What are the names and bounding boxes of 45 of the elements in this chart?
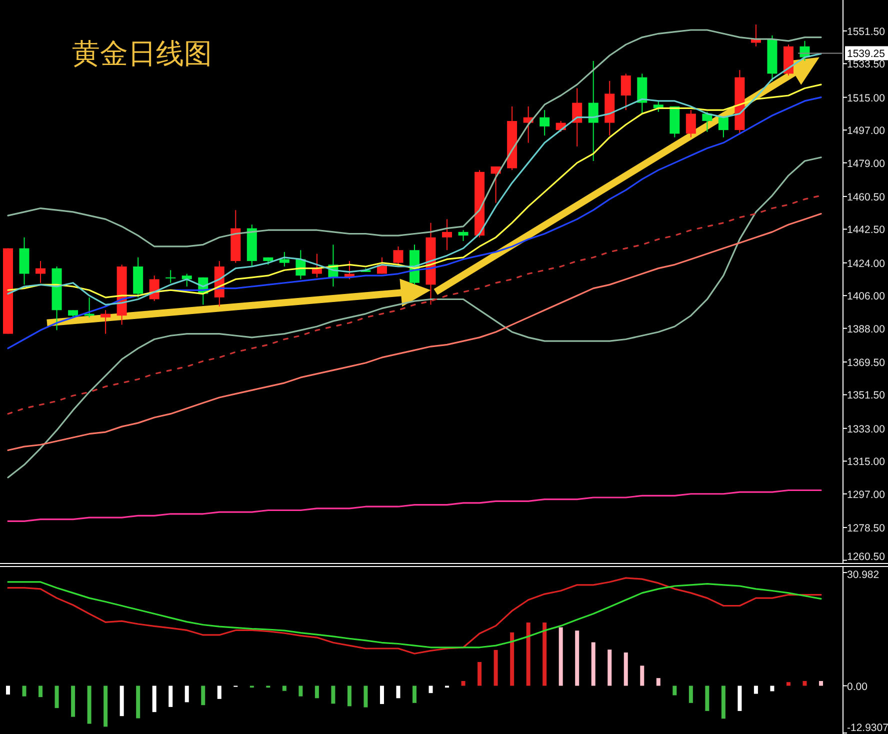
y-tick-label: 1388.00 (847, 323, 886, 336)
candlestick (572, 88, 582, 147)
candlestick (100, 310, 111, 334)
y-tick-label: 1297.00 (847, 488, 886, 501)
line-series (7, 212, 822, 452)
text: 黄金日线图 (72, 38, 212, 69)
y-tick-label: 1551.50 (847, 26, 886, 38)
y-tick-label: 30.982 (847, 569, 880, 581)
line-series (7, 84, 822, 298)
line-series (7, 194, 822, 415)
y-tick-label: 1351.50 (847, 390, 886, 402)
y-tick-label: 1533.50 (847, 58, 886, 71)
candlestick (620, 73, 631, 111)
line-series (7, 96, 822, 350)
line-series (7, 156, 822, 478)
line-series (7, 489, 822, 522)
line-series (7, 29, 822, 248)
y-tick-label: 1333.00 (847, 423, 886, 436)
y-tick-label: -12.9307 (847, 722, 888, 734)
candlestick (36, 260, 46, 284)
candlestick (279, 251, 290, 267)
candlestick (442, 218, 452, 251)
y-tick-label: 1442.50 (847, 224, 886, 236)
candlestick (312, 253, 322, 278)
y-tick-label: 1515.00 (847, 92, 886, 104)
candlestick (182, 273, 192, 287)
y-tick-label: 1406.00 (847, 290, 886, 303)
y-tick-label: 1460.50 (847, 191, 886, 204)
candlestick (393, 246, 404, 267)
y-tick-label: 1315.00 (847, 456, 886, 468)
y-tick-label: 1369.50 (847, 356, 886, 369)
ref-line-label: 1539.25 (847, 48, 886, 60)
candlestick (718, 116, 728, 138)
candlestick (166, 270, 176, 284)
y-tick-label: 1260.50 (847, 551, 886, 563)
y-tick-label: 0.00 (847, 680, 868, 693)
candlestick (702, 111, 712, 132)
y-tick-label: 1424.00 (847, 258, 886, 270)
candlestick (458, 230, 468, 242)
y-tick-label: 1278.50 (847, 522, 886, 535)
candlestick (540, 110, 550, 136)
candlestick (588, 60, 598, 162)
y-tick-label: 1479.00 (847, 158, 886, 170)
y-tick-label: 1497.00 (847, 125, 886, 138)
candlestick (686, 110, 696, 138)
